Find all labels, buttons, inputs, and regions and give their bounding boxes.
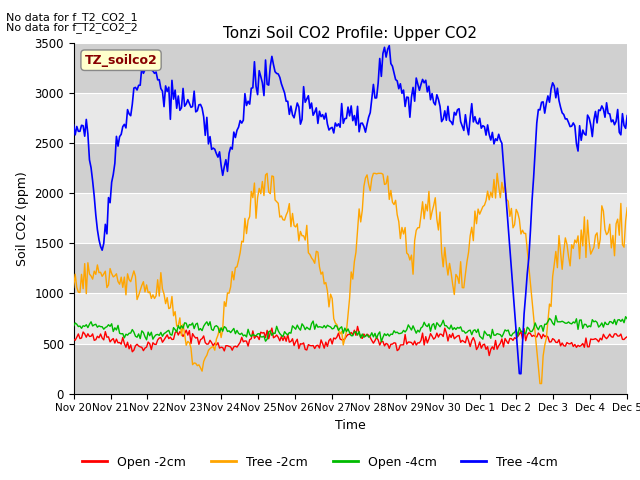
Legend: Open -2cm, Tree -2cm, Open -4cm, Tree -4cm: Open -2cm, Tree -2cm, Open -4cm, Tree -4… [77, 451, 563, 474]
Bar [74, 344, 627, 394]
Bar [74, 144, 627, 193]
Text: TZ_soilco2: TZ_soilco2 [84, 54, 157, 67]
Y-axis label: Soil CO2 (ppm): Soil CO2 (ppm) [16, 171, 29, 266]
Title: Tonzi Soil CO2 Profile: Upper CO2: Tonzi Soil CO2 Profile: Upper CO2 [223, 25, 477, 41]
Bar [74, 43, 627, 93]
Bar [74, 243, 627, 293]
Text: No data for f_T2_CO2_2: No data for f_T2_CO2_2 [6, 22, 138, 33]
X-axis label: Time: Time [335, 419, 366, 432]
Text: No data for f_T2_CO2_1: No data for f_T2_CO2_1 [6, 12, 138, 23]
